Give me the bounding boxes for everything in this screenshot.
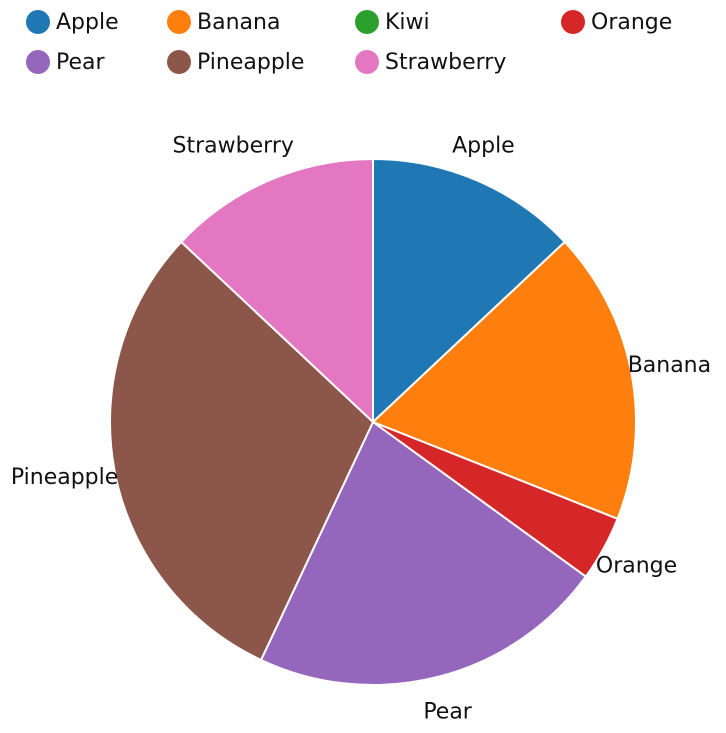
pie-slice-pineapple <box>109 240 375 662</box>
pie-slices <box>109 157 637 686</box>
slice-label-strawberry: Strawberry <box>173 134 294 159</box>
slice-label-pineapple: Pineapple <box>11 465 118 490</box>
legend-swatch-strawberry <box>355 50 379 74</box>
slice-label-apple: Apple <box>452 134 515 159</box>
legend-label-banana: Banana <box>197 10 280 35</box>
legend-swatch-pear <box>26 50 50 74</box>
legend-swatch-banana <box>167 10 191 34</box>
slice-label-banana: Banana <box>628 353 711 378</box>
pie-slice-strawberry <box>179 157 374 425</box>
legend-swatch-apple <box>26 10 50 34</box>
slice-labels: Apple Banana Orange Pear Pineapple Strawberry <box>11 134 711 725</box>
slice-label-pear: Pear <box>423 700 472 725</box>
legend-label-pear: Pear <box>56 50 105 75</box>
slice-label-orange: Orange <box>596 554 677 579</box>
pie-slice-apple <box>372 157 567 425</box>
legend-swatch-orange <box>561 10 585 34</box>
legend-swatch-kiwi <box>355 10 379 34</box>
legend-label-kiwi: Kiwi <box>385 10 430 35</box>
legend-label-pineapple: Pineapple <box>197 50 304 75</box>
legend-swatch-pineapple <box>167 50 191 74</box>
legend: Apple Banana Kiwi Orange Pear Pineapple Strawb… <box>26 10 672 75</box>
legend-label-orange: Orange <box>591 10 672 35</box>
legend-label-apple: Apple <box>56 10 119 35</box>
legend-label-strawberry: Strawberry <box>385 50 506 75</box>
pie-slice-banana <box>371 240 637 521</box>
